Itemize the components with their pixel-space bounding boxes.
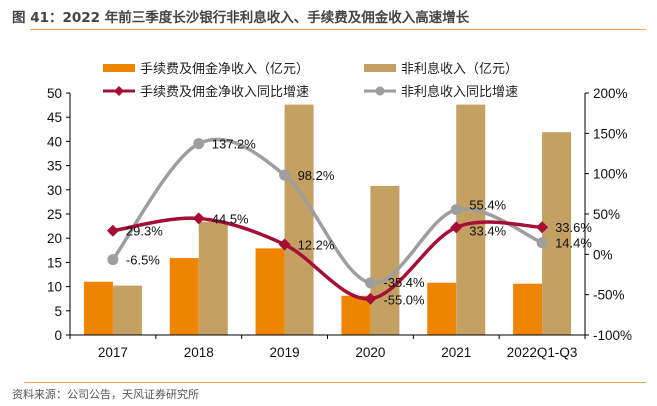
legend-swatch-nonint-bar bbox=[364, 64, 396, 72]
left-tick-label: 0 bbox=[54, 328, 62, 343]
data-label-fee-growth-2020: -55.0% bbox=[383, 293, 425, 308]
data-label-fee-growth-2021: 33.4% bbox=[469, 223, 506, 238]
left-tick-label: 20 bbox=[47, 231, 62, 246]
left-tick-label: 15 bbox=[47, 255, 62, 270]
marker-nonint-growth-2018 bbox=[193, 138, 205, 150]
left-tick-label: 5 bbox=[54, 304, 62, 319]
data-labels-layer: 29.3% 44.5% 12.2% -55.0% 33.4% 33.6% -6.5% 137.… bbox=[126, 137, 592, 308]
marker-fee-growth-2022Q1-Q3 bbox=[536, 221, 549, 234]
marker-nonint-growth-2022Q1-Q3 bbox=[536, 237, 548, 249]
legend-label-nonint-bar: 非利息收入（亿元） bbox=[401, 61, 518, 76]
bars-layer bbox=[83, 104, 572, 335]
legend-marker-nonint-line bbox=[375, 86, 385, 96]
data-label-fee-growth-2018: 44.5% bbox=[212, 211, 249, 226]
bar-nonint-2018 bbox=[198, 221, 228, 335]
left-tick-label: 25 bbox=[47, 207, 62, 222]
marker-nonint-growth-2021 bbox=[450, 204, 462, 216]
right-tick-label: 0% bbox=[593, 247, 613, 262]
source-note: 资料来源：公司公告，天风证券研究所 bbox=[12, 388, 199, 401]
data-label-nonint-growth-2017: -6.5% bbox=[126, 253, 160, 268]
x-tick-label-2017: 2017 bbox=[98, 345, 128, 360]
right-tick-label: -50% bbox=[593, 288, 625, 303]
bar-nonint-2022Q1-Q3 bbox=[542, 132, 572, 335]
left-tick-label: 50 bbox=[47, 86, 62, 101]
left-tick-label: 45 bbox=[47, 110, 62, 125]
chart: 手续费及佣金净收入（亿元） 非利息收入（亿元） 手续费及佣金净收入同比增速 非利… bbox=[47, 61, 632, 360]
chart-title: 图 41：2022 年前三季度长沙银行非利息收入、手续费及佣金收入高速增长 bbox=[12, 10, 470, 26]
legend: 手续费及佣金净收入（亿元） 非利息收入（亿元） 手续费及佣金净收入同比增速 非利… bbox=[103, 61, 518, 99]
left-tick-label: 40 bbox=[47, 134, 62, 149]
axes-layer: 0 5 10 15 20 25 30 35 40 45 50 -100% -50% 0% 50% 100% 15… bbox=[47, 86, 632, 360]
bar-fee-2017 bbox=[83, 281, 113, 335]
data-label-nonint-growth-2020: -35.4% bbox=[383, 275, 425, 290]
data-label-nonint-growth-2018: 137.2% bbox=[212, 137, 257, 152]
lines-layer bbox=[106, 137, 549, 305]
right-tick-label: 200% bbox=[593, 86, 628, 101]
x-tick-label-2021: 2021 bbox=[441, 345, 471, 360]
data-label-nonint-growth-2022Q1-Q3: 14.4% bbox=[555, 236, 592, 251]
x-tick-label-2018: 2018 bbox=[184, 345, 214, 360]
bar-fee-2021 bbox=[427, 282, 457, 335]
legend-label-nonint-line: 非利息收入同比增速 bbox=[401, 84, 518, 99]
legend-label-fee-bar: 手续费及佣金净收入（亿元） bbox=[140, 61, 309, 76]
left-tick-label: 10 bbox=[47, 280, 62, 295]
legend-label-fee-line: 手续费及佣金净收入同比增速 bbox=[140, 84, 309, 99]
bar-nonint-2021 bbox=[456, 104, 486, 335]
left-tick-label: 35 bbox=[47, 159, 62, 174]
bar-fee-2022Q1-Q3 bbox=[513, 283, 543, 335]
legend-marker-fee-line bbox=[114, 86, 124, 96]
bar-nonint-2020 bbox=[370, 185, 400, 335]
data-label-nonint-growth-2019: 98.2% bbox=[298, 168, 335, 183]
x-tick-label-2022Q1-Q3: 2022Q1-Q3 bbox=[507, 345, 578, 360]
data-label-fee-growth-2017: 29.3% bbox=[126, 224, 163, 239]
right-tick-label: 50% bbox=[593, 207, 620, 222]
right-tick-label: 100% bbox=[593, 167, 628, 182]
right-tick-label: 150% bbox=[593, 126, 628, 141]
left-tick-label: 30 bbox=[47, 183, 62, 198]
marker-nonint-growth-2017 bbox=[107, 254, 119, 266]
marker-nonint-growth-2019 bbox=[279, 169, 291, 181]
data-label-nonint-growth-2021: 55.4% bbox=[469, 198, 506, 213]
marker-fee-growth-2020 bbox=[364, 292, 377, 305]
x-tick-label-2020: 2020 bbox=[355, 345, 385, 360]
title-divider bbox=[30, 29, 646, 30]
marker-fee-growth-2021 bbox=[450, 221, 463, 234]
footer-divider bbox=[24, 382, 646, 383]
right-tick-label: -100% bbox=[593, 328, 632, 343]
marker-fee-growth-2019 bbox=[278, 238, 291, 251]
data-label-fee-growth-2019: 12.2% bbox=[298, 237, 335, 252]
marker-fee-growth-2018 bbox=[192, 212, 205, 225]
marker-fee-growth-2017 bbox=[106, 224, 119, 237]
bar-fee-2019 bbox=[255, 248, 285, 335]
bar-nonint-2017 bbox=[112, 285, 142, 335]
x-tick-label-2019: 2019 bbox=[270, 345, 300, 360]
bar-fee-2020 bbox=[341, 295, 371, 335]
bar-nonint-2019 bbox=[284, 104, 314, 335]
legend-swatch-fee-bar bbox=[103, 64, 135, 72]
data-label-fee-growth-2022Q1-Q3: 33.6% bbox=[555, 220, 592, 235]
bar-fee-2018 bbox=[169, 258, 199, 335]
marker-nonint-growth-2020 bbox=[364, 277, 376, 289]
